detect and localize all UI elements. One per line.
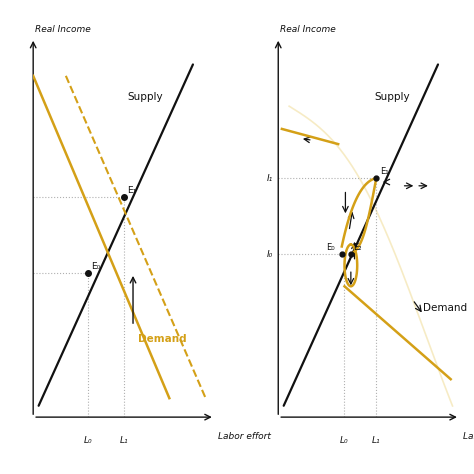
- Text: I₀: I₀: [266, 250, 273, 258]
- Text: Supply: Supply: [374, 92, 410, 102]
- Text: L₁: L₁: [119, 436, 128, 445]
- Text: E₁: E₁: [128, 186, 137, 195]
- Text: E₂: E₂: [353, 243, 361, 252]
- Text: L₀: L₀: [83, 436, 92, 445]
- Text: L₀: L₀: [339, 436, 348, 445]
- Text: Supply: Supply: [128, 92, 163, 102]
- Text: I₁: I₁: [266, 174, 273, 182]
- Text: E₀: E₀: [326, 243, 335, 252]
- Text: E₁: E₁: [380, 167, 389, 176]
- Text: L₁: L₁: [372, 436, 381, 445]
- Text: Demand: Demand: [423, 303, 467, 313]
- Text: Real Income: Real Income: [280, 25, 336, 34]
- Text: E₀: E₀: [91, 262, 100, 271]
- Text: Demand: Demand: [138, 334, 187, 344]
- Text: Real Income: Real Income: [35, 25, 91, 34]
- Text: Labor effort: Labor effort: [464, 432, 474, 441]
- Text: Labor effort: Labor effort: [219, 432, 271, 441]
